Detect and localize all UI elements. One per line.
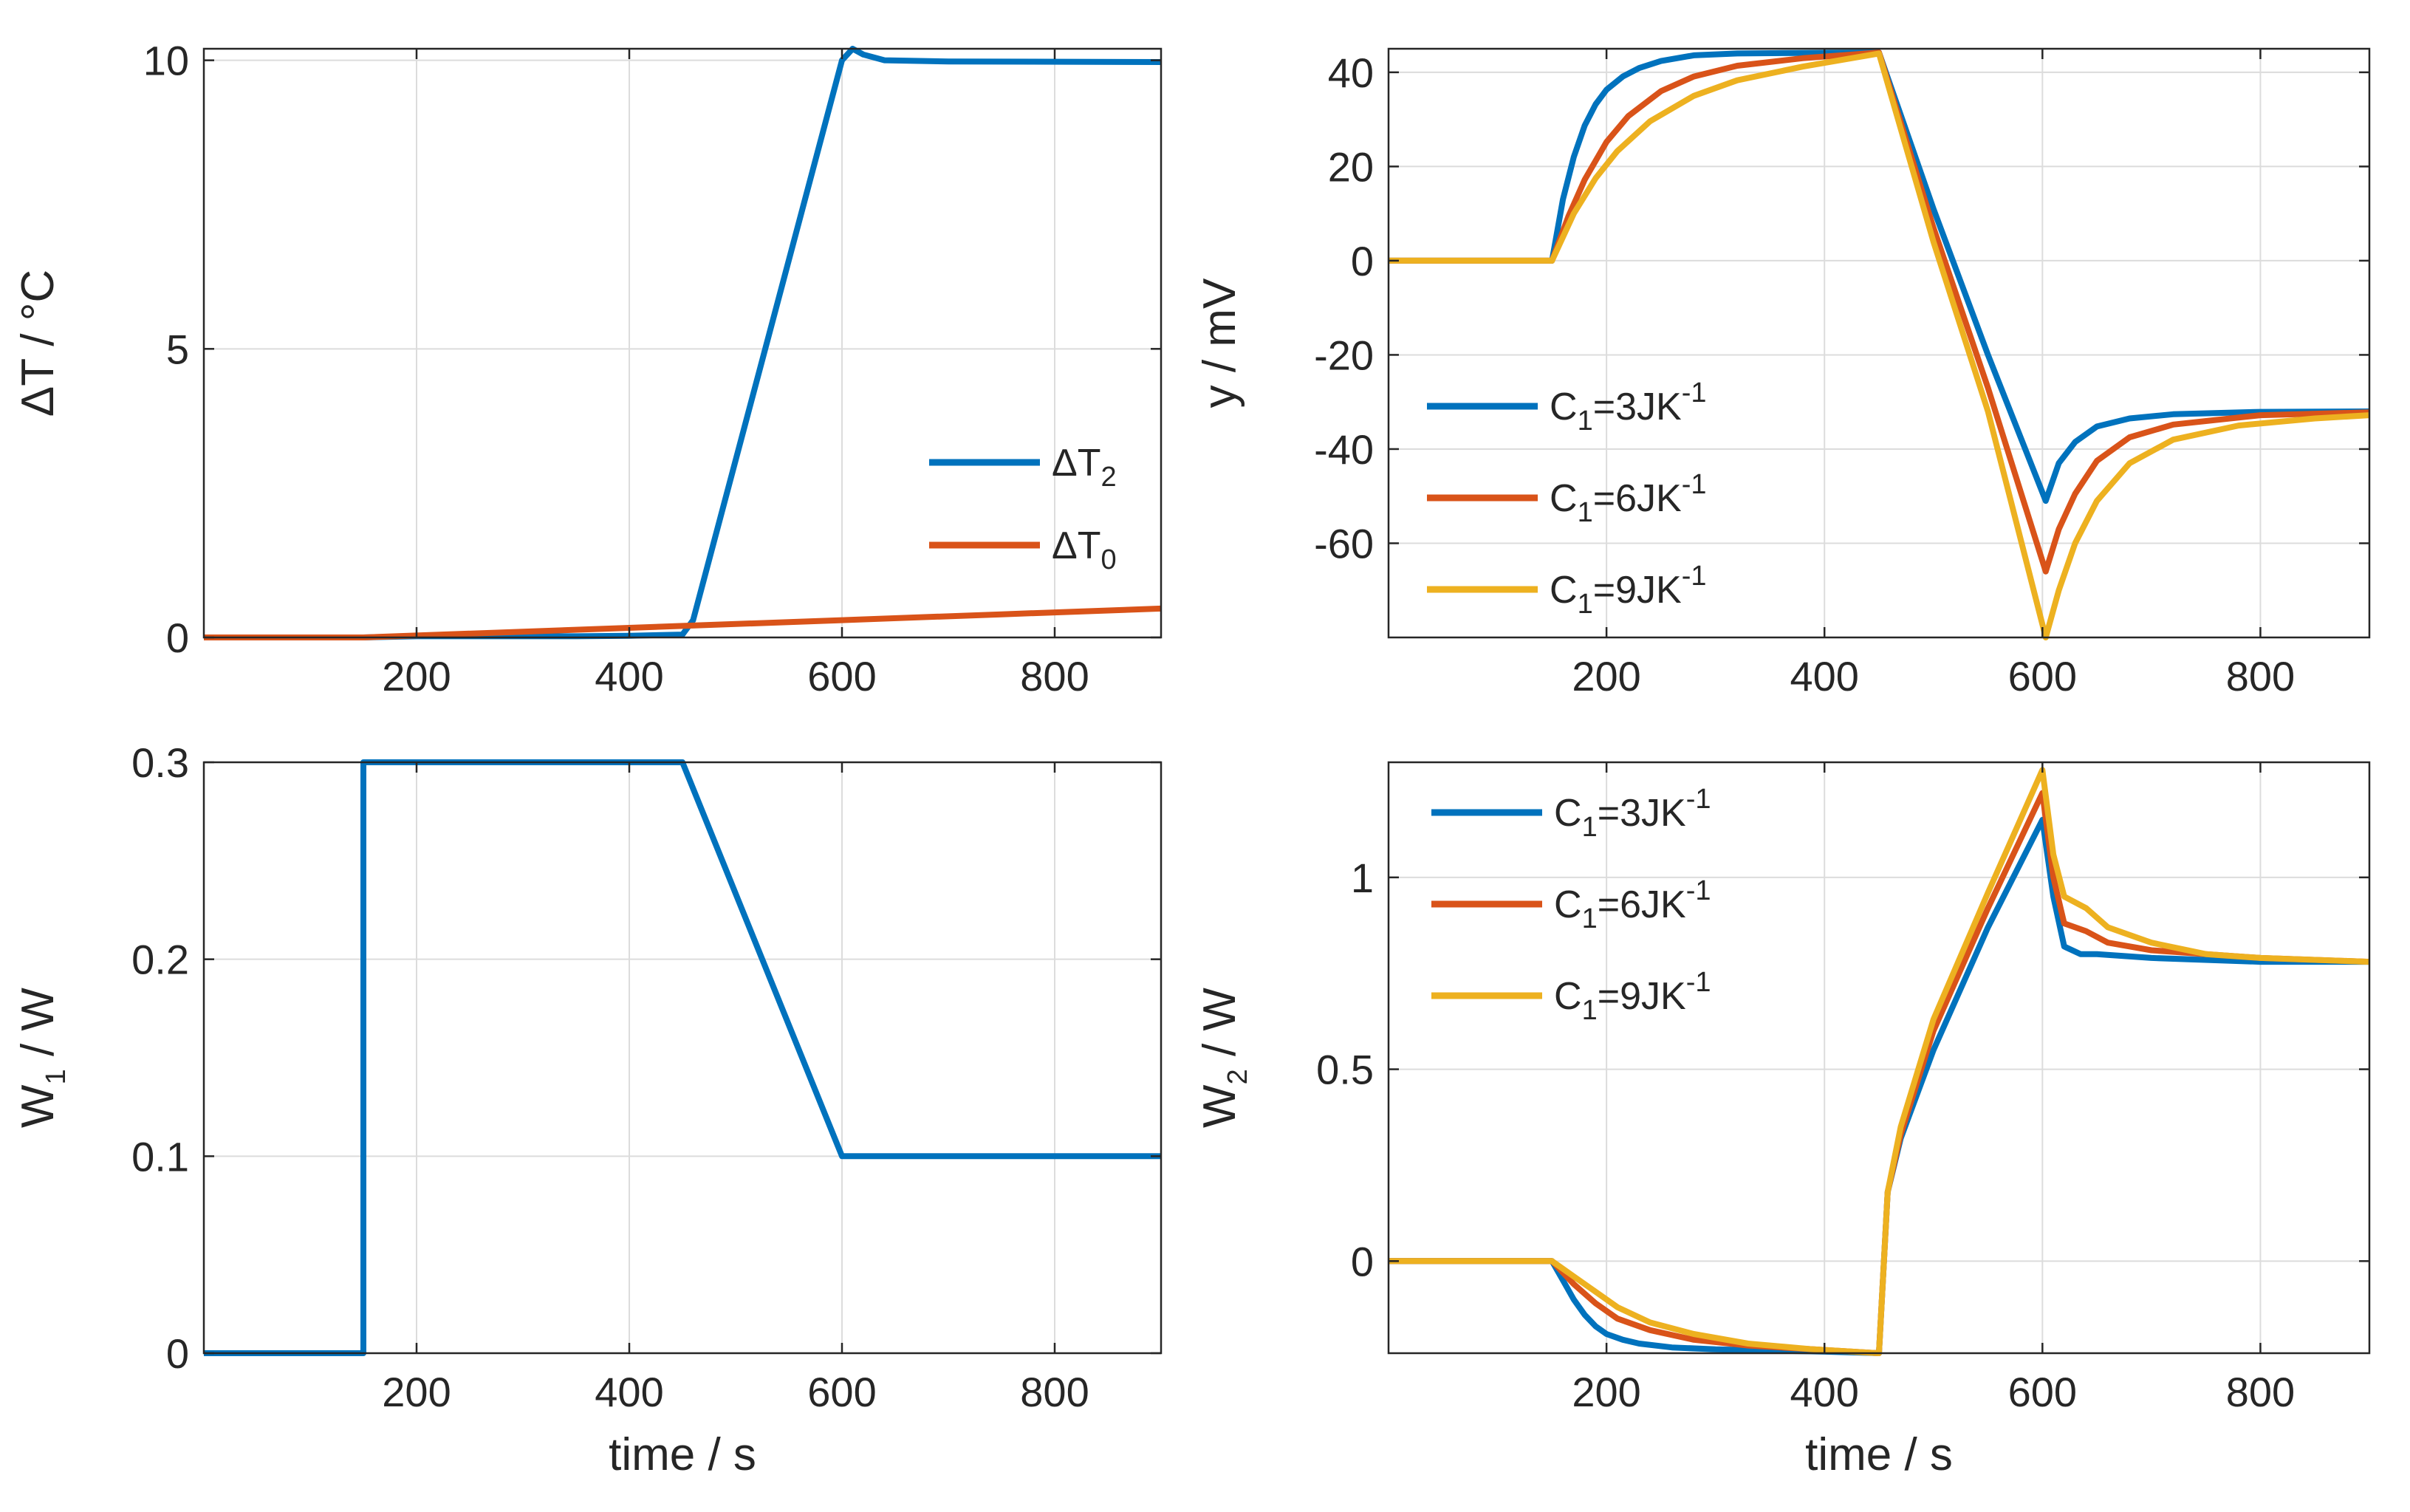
panel-y: 200 400 600 800 -60 -40 -20 0 20 40 y / mV C1=3JK-1… (1194, 47, 2371, 699)
panel-W2: 200 400 600 800 0 0.5 1 W2 / W time / s C1=3JK-1 C… (1194, 761, 2371, 1480)
x-tick-label: 600 (2008, 1369, 2077, 1415)
y-tick-label: 10 (143, 38, 189, 84)
y-tick-label: -20 (1314, 332, 1374, 378)
y-tick-label: 0.5 (1316, 1047, 1374, 1093)
x-tick-label: 800 (2226, 653, 2295, 699)
x-tick-label: 200 (1572, 1369, 1640, 1415)
legend-entry: C1=3JK-1 (1554, 784, 1711, 843)
y-tick-label: -60 (1314, 520, 1374, 567)
legend-entry: C1=3JK-1 (1550, 377, 1706, 437)
panel-W1: 200 400 600 800 0 0.1 0.2 0.3 W1 / W time / s (13, 739, 1163, 1480)
axes-box (1387, 47, 2371, 639)
y-axis-label: ΔT / °C (13, 270, 64, 417)
x-axis-label: time / s (1805, 1429, 1953, 1480)
y-axis-label: W1 / W (13, 988, 72, 1128)
axes-box (202, 47, 1163, 639)
legend-entry: ΔT0 (1052, 524, 1117, 575)
y-tick-label: 5 (166, 326, 189, 372)
x-tick-label: 400 (595, 653, 663, 699)
x-tick-label: 400 (1790, 653, 1859, 699)
x-tick-label: 200 (382, 1369, 451, 1415)
y-tick-label: 0.1 (131, 1133, 189, 1180)
axes-box (202, 761, 1163, 1355)
legend-entry: ΔT2 (1052, 442, 1117, 493)
plot-area (204, 49, 1161, 637)
legend-entry: C1=6JK-1 (1554, 875, 1711, 934)
y-axis-label: W2 / W (1194, 988, 1253, 1128)
x-tick-label: 600 (807, 653, 876, 699)
plot-area (1389, 762, 2369, 1353)
x-tick-label: 400 (595, 1369, 663, 1415)
legend-entry: C1=9JK-1 (1550, 561, 1706, 620)
series-line-y-2 (1389, 50, 2369, 640)
y-tick-label: -40 (1314, 426, 1374, 473)
x-tick-label: 200 (382, 653, 451, 699)
y-tick-label: 0.2 (131, 937, 189, 983)
x-tick-label: 600 (2008, 653, 2077, 699)
y-tick-label: 0.3 (131, 739, 189, 786)
legend-entry: C1=9JK-1 (1554, 967, 1711, 1026)
plot-area (1389, 49, 2369, 637)
y-tick-label: 0 (166, 1330, 189, 1377)
x-tick-label: 800 (1020, 653, 1089, 699)
plot-area (204, 762, 1161, 1353)
axes-box (1387, 761, 2371, 1355)
legend-entry: C1=6JK-1 (1550, 469, 1706, 528)
y-tick-label: 20 (1328, 143, 1374, 190)
series-line-W2-2 (1389, 767, 2369, 1356)
y-tick-label: 40 (1328, 49, 1374, 96)
x-tick-label: 800 (2226, 1369, 2295, 1415)
y-tick-label: 0 (166, 615, 189, 661)
y-axis-label: y / mV (1194, 278, 1245, 408)
y-tick-label: 1 (1351, 855, 1374, 901)
x-tick-label: 800 (1020, 1369, 1089, 1415)
y-tick-label: 0 (1351, 238, 1374, 284)
x-tick-label: 400 (1790, 1369, 1859, 1415)
y-tick-label: 0 (1351, 1238, 1374, 1284)
panel-dT: 200 400 600 800 0 5 10 ΔT / °C ΔT2 ΔT0 (13, 38, 1163, 699)
x-axis-label: time / s (609, 1429, 756, 1480)
x-tick-label: 200 (1572, 653, 1640, 699)
series-line-y-0 (1389, 49, 2369, 504)
x-tick-label: 600 (807, 1369, 876, 1415)
